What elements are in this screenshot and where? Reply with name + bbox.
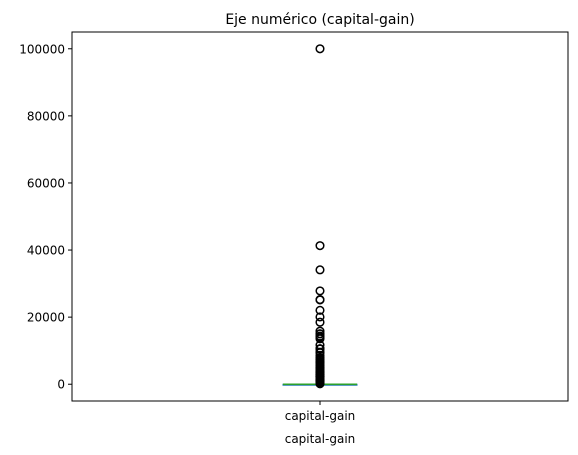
outlier-point (315, 305, 325, 315)
outlier-point (315, 241, 325, 251)
outlier-point (315, 286, 325, 296)
y-tick-label: 60000 (27, 176, 65, 190)
x-axis: capital-gain (285, 401, 356, 423)
x-axis-label: capital-gain (285, 432, 356, 446)
axes-frame (71, 31, 569, 402)
outlier-point (315, 312, 325, 322)
y-tick-label: 0 (57, 378, 65, 392)
outlier-point (315, 317, 325, 327)
chart-title: Eje numérico (capital-gain) (225, 12, 414, 28)
outlier-point (315, 265, 325, 275)
y-tick-label: 20000 (27, 311, 65, 325)
outlier-point (315, 326, 325, 336)
y-tick-label: 40000 (27, 244, 65, 258)
outlier-point (315, 44, 325, 54)
outlier-point (315, 344, 325, 354)
plot-area (282, 44, 358, 389)
outlier-point (315, 295, 325, 305)
y-axis: 0 20000 40000 60000 80000 100000 (19, 42, 72, 392)
y-tick-label: 80000 (27, 109, 65, 123)
outlier-point (315, 329, 325, 339)
y-tick-label: 100000 (19, 42, 65, 56)
x-tick-label: capital-gain (285, 409, 356, 423)
outlier-point (315, 350, 325, 360)
